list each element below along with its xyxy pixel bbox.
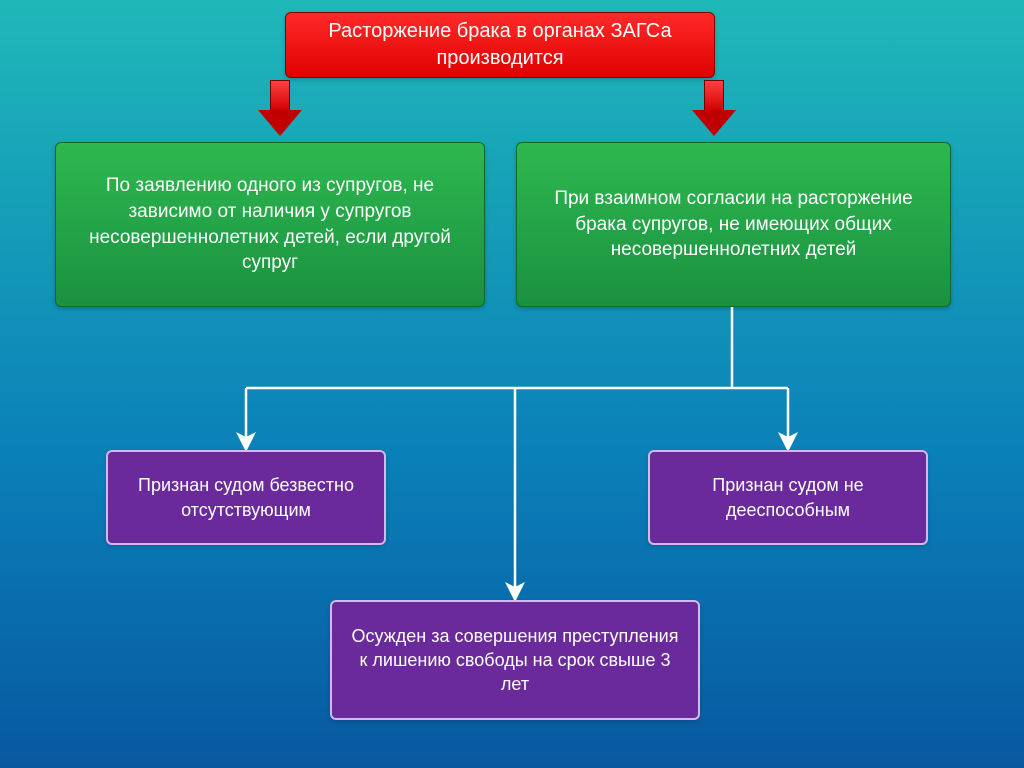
green-right-box: При взаимном согласии на расторжение бра… [516,142,951,307]
purple-right-box: Признан судом не дееспособным [648,450,928,545]
purple-left-text: Признан судом безвестно отсутствующим [122,473,370,522]
title-box: Расторжение брака в органах ЗАГСа произв… [285,12,715,78]
green-right-text: При взаимном согласии на расторжение бра… [531,186,936,263]
purple-right-text: Признан судом не дееспособным [664,473,912,522]
arrow-left-icon [258,80,302,138]
purple-bottom-text: Осужден за совершения преступления к лиш… [346,624,684,697]
purple-bottom-box: Осужден за совершения преступления к лиш… [330,600,700,720]
arrow-right-icon [692,80,736,138]
green-left-text: По заявлению одного из супругов, не зави… [70,173,470,276]
title-text: Расторжение брака в органах ЗАГСа произв… [300,18,700,72]
green-left-box: По заявлению одного из супругов, не зави… [55,142,485,307]
purple-left-box: Признан судом безвестно отсутствующим [106,450,386,545]
